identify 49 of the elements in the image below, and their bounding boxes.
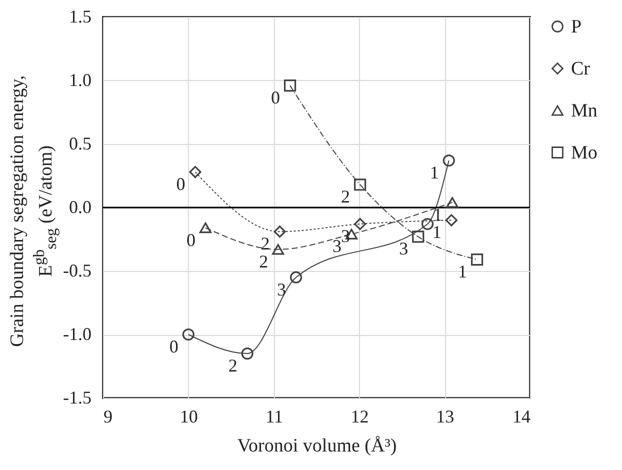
annotation: 0 [169,336,178,356]
point [471,254,484,266]
y-tick-label: 0.5 [69,134,92,154]
annotation: 1 [432,222,442,242]
point [445,214,458,226]
legend-label: Cr [571,58,591,80]
annotation: 2 [259,251,268,272]
x-axis-title: Voronoi volume (Å³) [237,436,397,456]
x-tick-label: 10 [180,406,198,426]
annotation: 3 [332,236,342,256]
x-tick-label: 11 [266,406,283,426]
point [182,328,194,341]
annotation: 2 [228,356,238,376]
y-tick-label: 1.0 [69,70,92,90]
point [284,80,296,92]
point [442,154,455,167]
x-tick-label: 12 [350,406,369,426]
y-tick-label: 0.0 [69,197,92,217]
legend-label: Mn [571,100,598,122]
y-tick-label: -1.0 [63,324,92,344]
point [272,244,284,255]
point [354,178,366,191]
annotation: 2 [341,186,350,207]
x-tick-label: 14 [512,406,530,426]
point [354,218,366,230]
point [199,222,212,234]
point [421,218,434,230]
point [412,230,424,243]
x-tick-label: 13 [436,406,454,426]
point [241,348,254,360]
y-tick-label: 1.5 [69,6,92,26]
y-tick-label: -1.5 [63,388,92,408]
annotation: 0 [271,88,280,108]
annotation: 1 [430,162,439,183]
point [290,271,302,284]
point [274,226,286,238]
annotation: 0 [186,230,196,250]
annotation: 1 [458,262,468,282]
annotation: 3 [277,279,286,300]
legend-label: Mo [571,142,598,164]
annotation: 2 [260,234,270,254]
annotation: 3 [399,238,408,259]
y-tick-label: -0.5 [63,260,92,280]
point [446,197,458,208]
legend-label: P [571,16,582,38]
annotation: 1 [433,204,442,224]
annotation: 0 [176,174,186,194]
point [189,166,202,178]
x-tick-label: 9 [104,406,112,426]
